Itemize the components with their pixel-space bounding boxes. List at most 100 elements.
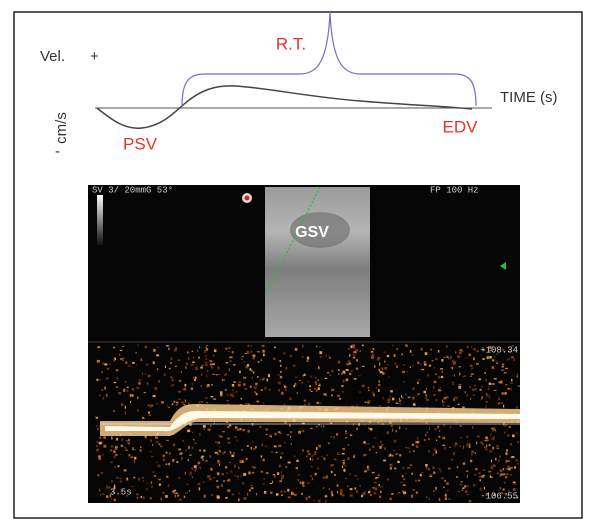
speckle-dot xyxy=(500,473,503,476)
speckle-dot xyxy=(227,442,231,444)
speckle-dot xyxy=(311,458,314,461)
speckle-dot xyxy=(405,344,407,346)
speckle-dot xyxy=(302,484,305,487)
speckle-dot xyxy=(203,494,206,498)
speckle-dot xyxy=(425,394,427,396)
speckle-dot xyxy=(443,486,445,488)
speckle-dot xyxy=(380,440,382,444)
speckle-dot xyxy=(289,354,293,358)
speckle-dot xyxy=(415,491,418,494)
speckle-dot xyxy=(226,400,230,402)
speckle-dot xyxy=(499,474,501,477)
speckle-dot xyxy=(302,375,305,377)
speckle-dot xyxy=(158,443,161,445)
speckle-dot xyxy=(469,364,473,367)
speckle-dot xyxy=(245,457,248,461)
speckle-dot xyxy=(337,452,339,455)
speckle-dot xyxy=(474,384,476,387)
speckle-dot xyxy=(331,369,334,373)
speckle-dot xyxy=(516,375,518,378)
speckle-dot xyxy=(257,361,260,363)
speckle-dot xyxy=(338,453,341,455)
speckle-dot xyxy=(319,346,321,348)
speckle-dot xyxy=(228,368,230,372)
speckle-dot xyxy=(386,355,390,358)
scale-bottom: -106.55 xyxy=(480,491,518,501)
speckle-dot xyxy=(286,434,290,436)
speckle-dot xyxy=(220,393,223,397)
speckle-dot xyxy=(317,467,320,469)
speckle-dot xyxy=(144,373,146,375)
speckle-dot xyxy=(357,375,361,377)
speckle-dot xyxy=(428,427,430,430)
speckle-dot xyxy=(201,366,203,368)
speckle-dot xyxy=(368,389,370,392)
speckle-dot xyxy=(155,473,157,475)
speckle-dot xyxy=(277,381,279,384)
speckle-dot xyxy=(425,388,428,390)
speckle-dot xyxy=(157,464,161,468)
speckle-dot xyxy=(330,491,333,494)
speckle-dot xyxy=(166,475,169,478)
speckle-dot xyxy=(113,487,116,489)
speckle-dot xyxy=(466,435,469,438)
gray-scale-bar xyxy=(97,195,103,245)
speckle-dot xyxy=(374,487,378,491)
speckle-dot xyxy=(435,399,438,401)
speckle-dot xyxy=(452,360,455,364)
speckle-dot xyxy=(365,453,368,455)
speckle-dot xyxy=(248,489,251,492)
speckle-dot xyxy=(189,472,192,476)
speckle-dot xyxy=(505,493,508,497)
speckle-dot xyxy=(197,482,201,486)
speckle-dot xyxy=(146,488,148,491)
speckle-dot xyxy=(250,350,253,353)
speckle-dot xyxy=(339,397,341,400)
speckle-dot xyxy=(504,392,507,395)
speckle-dot xyxy=(449,367,453,369)
speckle-dot xyxy=(356,359,358,362)
velocity-curve xyxy=(96,85,473,129)
speckle-dot xyxy=(336,433,339,436)
speckle-dot xyxy=(252,357,255,360)
speckle-dot xyxy=(508,467,511,471)
speckle-dot xyxy=(230,451,232,454)
speckle-dot xyxy=(304,403,306,406)
speckle-dot xyxy=(209,478,212,481)
speckle-dot xyxy=(511,345,514,347)
speckle-dot xyxy=(516,373,518,375)
speckle-dot xyxy=(325,475,328,479)
speckle-dot xyxy=(231,454,235,458)
speckle-dot xyxy=(188,357,190,360)
speckle-dot xyxy=(368,400,371,403)
speckle-dot xyxy=(146,482,149,484)
speckle-dot xyxy=(137,477,141,481)
speckle-dot xyxy=(440,368,443,370)
speckle-dot xyxy=(378,380,380,383)
unit-label: cm/s xyxy=(53,112,70,144)
speckle-dot xyxy=(499,487,502,490)
speckle-dot xyxy=(320,425,323,428)
speckle-dot xyxy=(363,441,366,444)
speckle-dot xyxy=(183,426,187,428)
speckle-dot xyxy=(459,483,463,486)
b-mode-image xyxy=(265,187,370,337)
speckle-dot xyxy=(356,478,359,480)
speckle-dot xyxy=(336,484,339,487)
speckle-dot xyxy=(316,345,318,348)
speckle-dot xyxy=(450,355,452,358)
speckle-dot xyxy=(287,461,291,464)
speckle-dot xyxy=(128,438,130,442)
speckle-dot xyxy=(471,346,473,349)
speckle-dot xyxy=(165,451,168,454)
speckle-dot xyxy=(250,487,254,490)
speckle-dot xyxy=(175,492,178,494)
speckle-dot xyxy=(387,364,389,366)
speckle-dot xyxy=(483,469,486,471)
speckle-dot xyxy=(113,450,116,453)
speckle-dot xyxy=(211,384,213,386)
speckle-dot xyxy=(238,466,240,469)
speckle-dot xyxy=(433,380,437,384)
probe-dot xyxy=(244,195,250,201)
speckle-dot xyxy=(183,495,186,499)
